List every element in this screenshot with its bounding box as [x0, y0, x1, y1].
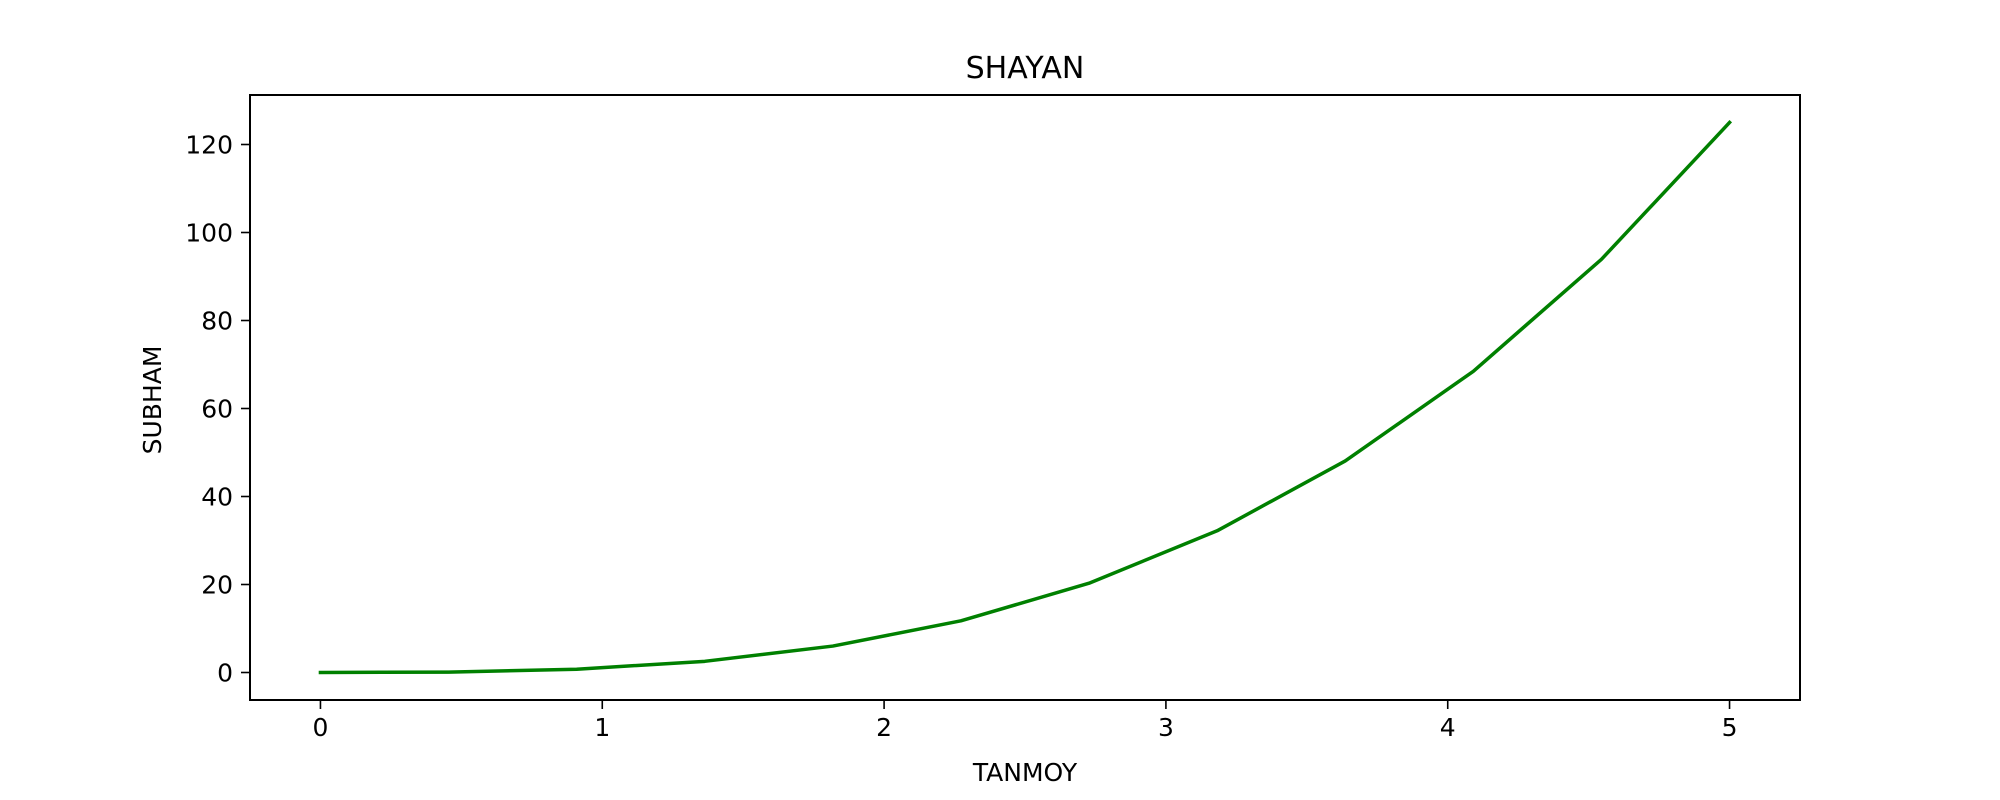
- axes-frame: [249, 94, 1801, 701]
- y-tick-label: 0: [217, 659, 233, 688]
- y-tick-label: 100: [185, 219, 233, 248]
- y-tick-label: 40: [201, 483, 233, 512]
- x-tick-label: 5: [1722, 713, 1738, 742]
- x-tick-label: 3: [1158, 713, 1174, 742]
- x-tick-label: 0: [313, 713, 329, 742]
- y-tick-label: 60: [201, 395, 233, 424]
- x-tick-label: 2: [876, 713, 892, 742]
- y-tick-label: 80: [201, 307, 233, 336]
- chart-title: SHAYAN: [966, 51, 1085, 86]
- plot-area: 0 1 2 3 4 5 0 20 40 60 80 100 120: [185, 94, 1801, 742]
- y-tick-label: 120: [185, 131, 233, 160]
- y-tick-label: 20: [201, 571, 233, 600]
- y-axis-label: SUBHAM: [138, 346, 167, 455]
- x-tick-label: 1: [594, 713, 610, 742]
- x-axis-label: TANMOY: [972, 758, 1078, 787]
- series-line-0: [318, 120, 1733, 675]
- x-tick-label: 4: [1440, 713, 1456, 742]
